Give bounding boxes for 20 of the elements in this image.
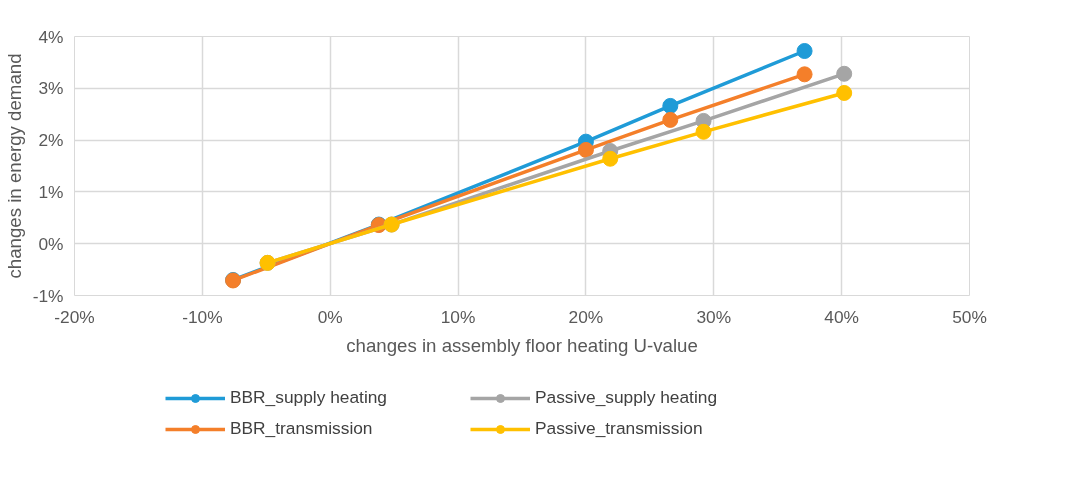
x-tick-label: 30%	[696, 306, 732, 327]
y-tick-label: 0%	[38, 233, 64, 254]
x-tick-label: 50%	[952, 306, 987, 327]
x-tick-label: 40%	[824, 306, 859, 327]
y-axis-title: changes in energy demand	[3, 53, 25, 279]
x-tick-label: 10%	[440, 306, 476, 327]
y-tick-label: -1%	[32, 285, 64, 306]
y-tick-label: 3%	[38, 78, 64, 99]
x-tick-label: 20%	[568, 306, 604, 327]
y-tick-label: 4%	[38, 26, 64, 47]
legend-label: BBR_supply heating	[229, 387, 388, 408]
legend-label: BBR_transmission	[229, 418, 374, 439]
y-tick-label: 2%	[38, 130, 64, 151]
x-tick-label: -20%	[54, 306, 95, 327]
legend-label: Passive_transmission	[534, 418, 704, 439]
x-axis-title: changes in assembly floor heating U-value	[346, 334, 698, 356]
y-tick-label: 1%	[38, 181, 64, 202]
x-tick-label: -10%	[182, 306, 223, 327]
x-tick-label: 0%	[317, 306, 343, 327]
legend-label: Passive_supply heating	[534, 387, 719, 408]
